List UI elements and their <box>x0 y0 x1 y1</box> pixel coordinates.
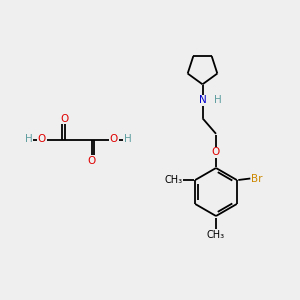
Text: N: N <box>199 95 206 105</box>
Text: H: H <box>124 134 131 145</box>
Text: H: H <box>25 134 32 145</box>
Text: H: H <box>214 95 221 105</box>
Text: CH₃: CH₃ <box>164 175 182 185</box>
Text: O: O <box>38 134 46 145</box>
Text: O: O <box>60 113 69 124</box>
Text: O: O <box>110 134 118 145</box>
Text: CH₃: CH₃ <box>207 230 225 240</box>
Text: Br: Br <box>251 173 262 184</box>
Text: O: O <box>87 155 96 166</box>
Text: O: O <box>212 147 220 158</box>
